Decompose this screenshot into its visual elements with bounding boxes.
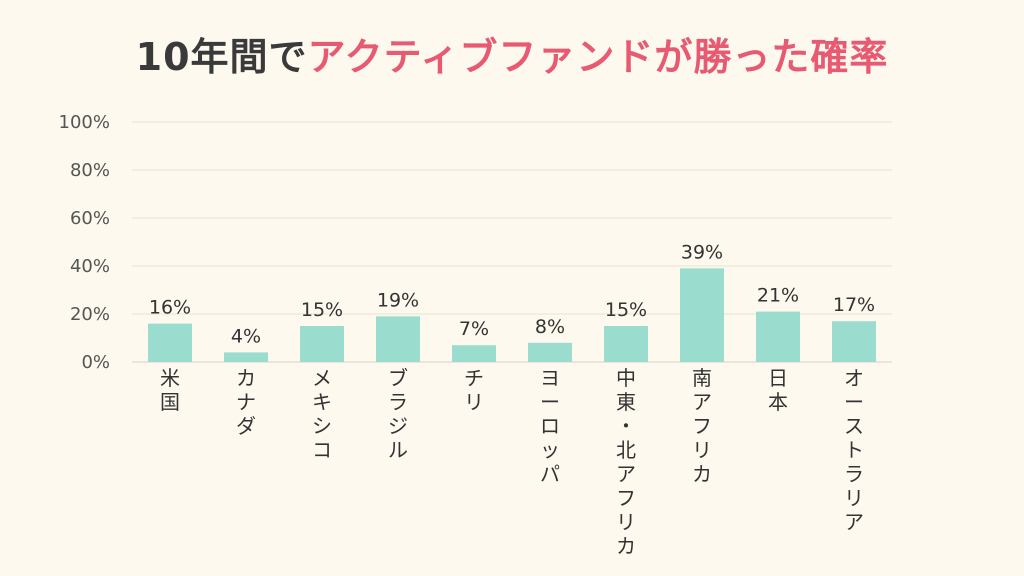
- x-category-label: カナダ: [236, 366, 256, 438]
- data-label: 17%: [833, 294, 875, 316]
- y-tick-label: 100%: [59, 112, 110, 133]
- bar: [604, 326, 648, 362]
- x-category-label: メキシコ: [312, 366, 332, 462]
- x-category-label: ブラジル: [388, 366, 408, 462]
- y-tick-label: 40%: [70, 256, 110, 277]
- data-label: 4%: [231, 325, 261, 347]
- title-part-highlight: アクティブファンドが勝った確率: [307, 35, 889, 79]
- data-label: 39%: [681, 241, 723, 263]
- bar: [148, 323, 192, 362]
- bar: [528, 342, 572, 362]
- x-category-label: チリ: [464, 366, 484, 414]
- y-tick-label: 60%: [70, 208, 110, 229]
- bar: [832, 321, 876, 362]
- bar: [300, 326, 344, 362]
- x-category-label: 日本: [768, 366, 788, 414]
- x-category-label: オーストラリア: [844, 366, 864, 534]
- x-category-label: ヨーロッパ: [540, 366, 560, 486]
- y-tick-label: 20%: [70, 304, 110, 325]
- data-label: 15%: [301, 299, 343, 321]
- x-category-label: 米国: [160, 366, 180, 414]
- data-label: 7%: [459, 318, 489, 340]
- x-category-label: 南アフリカ: [692, 366, 712, 486]
- bar: [224, 352, 268, 362]
- data-label: 19%: [377, 289, 419, 311]
- data-label: 8%: [535, 316, 565, 338]
- bar: [756, 311, 800, 362]
- title-part-prefix: 10年間で: [135, 35, 308, 79]
- chart-title: 10年間でアクティブファンドが勝った確率: [0, 26, 1024, 81]
- y-tick-label: 80%: [70, 160, 110, 181]
- x-category-label: 中東・北アフリカ: [616, 366, 636, 558]
- bar: [452, 345, 496, 362]
- data-label: 21%: [757, 285, 799, 307]
- bar: [376, 316, 420, 362]
- y-tick-label: 0%: [81, 352, 110, 373]
- bar: [680, 268, 724, 362]
- data-label: 16%: [149, 297, 191, 319]
- data-label: 15%: [605, 299, 647, 321]
